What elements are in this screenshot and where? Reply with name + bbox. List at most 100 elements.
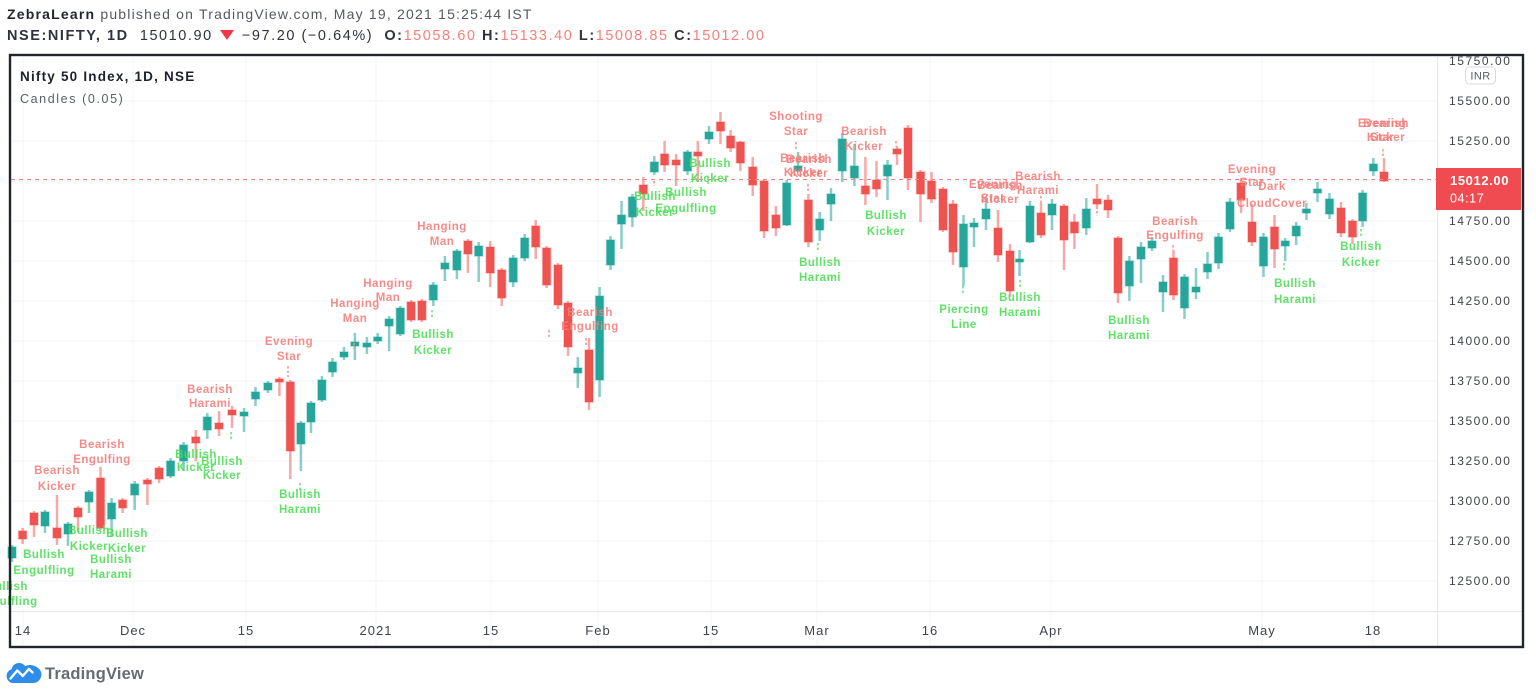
- svg-text:Engulfing: Engulfing: [73, 454, 131, 466]
- svg-text:Apr: Apr: [1039, 623, 1062, 638]
- svg-text:Evening: Evening: [265, 336, 313, 348]
- svg-text:Harami: Harami: [90, 569, 132, 581]
- svg-text:Bearish: Bearish: [1015, 171, 1061, 183]
- svg-text:Bullish: Bullish: [1274, 278, 1316, 290]
- svg-text:Bullish: Bullish: [689, 158, 731, 170]
- svg-text:Bullish: Bullish: [23, 549, 65, 561]
- svg-text:Kicker: Kicker: [867, 226, 905, 238]
- svg-text:Dec: Dec: [120, 623, 146, 638]
- svg-text:13250.00: 13250.00: [1449, 454, 1511, 468]
- svg-text:Bullish: Bullish: [1108, 315, 1150, 327]
- svg-text:15250.00: 15250.00: [1449, 134, 1511, 148]
- svg-text:Star: Star: [277, 351, 301, 363]
- svg-text:Bearish: Bearish: [1363, 118, 1409, 130]
- svg-text:Bearish: Bearish: [567, 307, 613, 319]
- svg-text:Bullish: Bullish: [1340, 241, 1382, 253]
- svg-text:Evening: Evening: [1358, 118, 1406, 130]
- svg-text:2021: 2021: [360, 623, 393, 638]
- svg-text:Engulfing: Engulfing: [561, 321, 619, 333]
- svg-text:Bearish: Bearish: [79, 439, 125, 451]
- svg-text:13000.00: 13000.00: [1449, 494, 1511, 508]
- svg-text:12750.00: 12750.00: [1449, 534, 1511, 548]
- svg-text:16: 16: [922, 623, 938, 638]
- svg-text:15750.00: 15750.00: [1449, 54, 1511, 68]
- svg-text:Kicker: Kicker: [790, 168, 828, 180]
- svg-text:Hanging: Hanging: [330, 298, 380, 310]
- svg-text:Man: Man: [343, 313, 368, 325]
- svg-text:Bearish: Bearish: [34, 465, 80, 477]
- svg-text:Bearish: Bearish: [1152, 216, 1198, 228]
- svg-text:CloudCover: CloudCover: [1237, 198, 1307, 210]
- svg-text:TradingView: TradingView: [45, 665, 144, 683]
- svg-text:Bullish: Bullish: [201, 456, 243, 468]
- svg-text:Kicker: Kicker: [981, 194, 1019, 206]
- svg-text:Engulfing: Engulfing: [1146, 230, 1204, 242]
- svg-text:Bearish: Bearish: [187, 384, 233, 396]
- svg-text:Nifty 50 Index, 1D, NSE: Nifty 50 Index, 1D, NSE: [20, 69, 195, 84]
- svg-text:Harami: Harami: [1017, 185, 1059, 197]
- svg-text:Mar: Mar: [804, 623, 829, 638]
- svg-text:Harami: Harami: [999, 307, 1041, 319]
- svg-text:Harami: Harami: [799, 272, 841, 284]
- svg-text:Bullish: Bullish: [106, 528, 148, 540]
- svg-text:INR: INR: [1470, 71, 1490, 83]
- svg-text:Star: Star: [981, 193, 1005, 205]
- svg-text:Evening: Evening: [1228, 164, 1276, 176]
- svg-text:Kicker: Kicker: [691, 173, 729, 185]
- svg-text:Harami: Harami: [1274, 294, 1316, 306]
- svg-text:Star: Star: [784, 126, 808, 138]
- svg-text:Hanging: Hanging: [417, 221, 467, 233]
- svg-text:13750.00: 13750.00: [1449, 374, 1511, 388]
- svg-text:14750.00: 14750.00: [1449, 214, 1511, 228]
- svg-text:12500.00: 12500.00: [1449, 574, 1511, 588]
- svg-text:Harami: Harami: [279, 504, 321, 516]
- svg-text:15500.00: 15500.00: [1449, 94, 1511, 108]
- svg-text:14000.00: 14000.00: [1449, 334, 1511, 348]
- svg-text:Bullish: Bullish: [412, 329, 454, 341]
- svg-text:Shooting: Shooting: [769, 111, 823, 123]
- svg-text:Kicker: Kicker: [70, 541, 108, 553]
- svg-text:Evening: Evening: [969, 179, 1017, 191]
- svg-text:Engulfling: Engulfling: [655, 203, 716, 215]
- svg-text:Bullish: Bullish: [865, 210, 907, 222]
- svg-text:Dark: Dark: [1258, 181, 1286, 193]
- svg-text:Bullish: Bullish: [68, 525, 110, 537]
- svg-text:15: 15: [238, 623, 254, 638]
- svg-text:Bullish: Bullish: [0, 581, 28, 593]
- svg-text:14500.00: 14500.00: [1449, 254, 1511, 268]
- svg-text:13500.00: 13500.00: [1449, 414, 1511, 428]
- svg-text:Line: Line: [951, 319, 977, 331]
- svg-text:Kicker: Kicker: [1342, 257, 1380, 269]
- svg-text:Bullish: Bullish: [634, 191, 676, 203]
- svg-text:Candles (0.05): Candles (0.05): [20, 92, 124, 106]
- svg-text:15012.00: 15012.00: [1450, 173, 1509, 188]
- svg-text:15: 15: [703, 623, 719, 638]
- svg-text:Kicker: Kicker: [203, 470, 241, 482]
- svg-text:Kicker: Kicker: [108, 543, 146, 555]
- svg-text:Feb: Feb: [585, 623, 610, 638]
- svg-text:Bullish: Bullish: [799, 257, 841, 269]
- svg-text:Bearish: Bearish: [780, 153, 826, 165]
- svg-text:14250.00: 14250.00: [1449, 294, 1511, 308]
- svg-text:Kicker: Kicker: [414, 345, 452, 357]
- svg-text:Kicker: Kicker: [784, 167, 822, 179]
- svg-text:Bullish: Bullish: [175, 449, 217, 461]
- svg-text:Kicker: Kicker: [38, 481, 76, 493]
- svg-text:04:17: 04:17: [1450, 192, 1484, 206]
- svg-text:Engulfling: Engulfling: [13, 565, 74, 577]
- svg-text:14: 14: [15, 623, 31, 638]
- svg-text:Kicker: Kicker: [845, 141, 883, 153]
- svg-text:Harami: Harami: [1108, 330, 1150, 342]
- svg-text:Bullish: Bullish: [90, 554, 132, 566]
- svg-text:Engulfling: Engulfling: [0, 596, 38, 608]
- svg-text:Kicker: Kicker: [636, 207, 674, 219]
- svg-text:Kicker: Kicker: [177, 462, 215, 474]
- svg-text:15: 15: [483, 623, 499, 638]
- svg-text:Bullish: Bullish: [665, 187, 707, 199]
- svg-text:Bullish: Bullish: [279, 489, 321, 501]
- svg-text:May: May: [1248, 623, 1276, 638]
- svg-text:Bearish: Bearish: [786, 154, 832, 166]
- svg-text:Bullish: Bullish: [999, 292, 1041, 304]
- svg-text:18: 18: [1365, 623, 1381, 638]
- svg-text:Harami: Harami: [189, 398, 231, 410]
